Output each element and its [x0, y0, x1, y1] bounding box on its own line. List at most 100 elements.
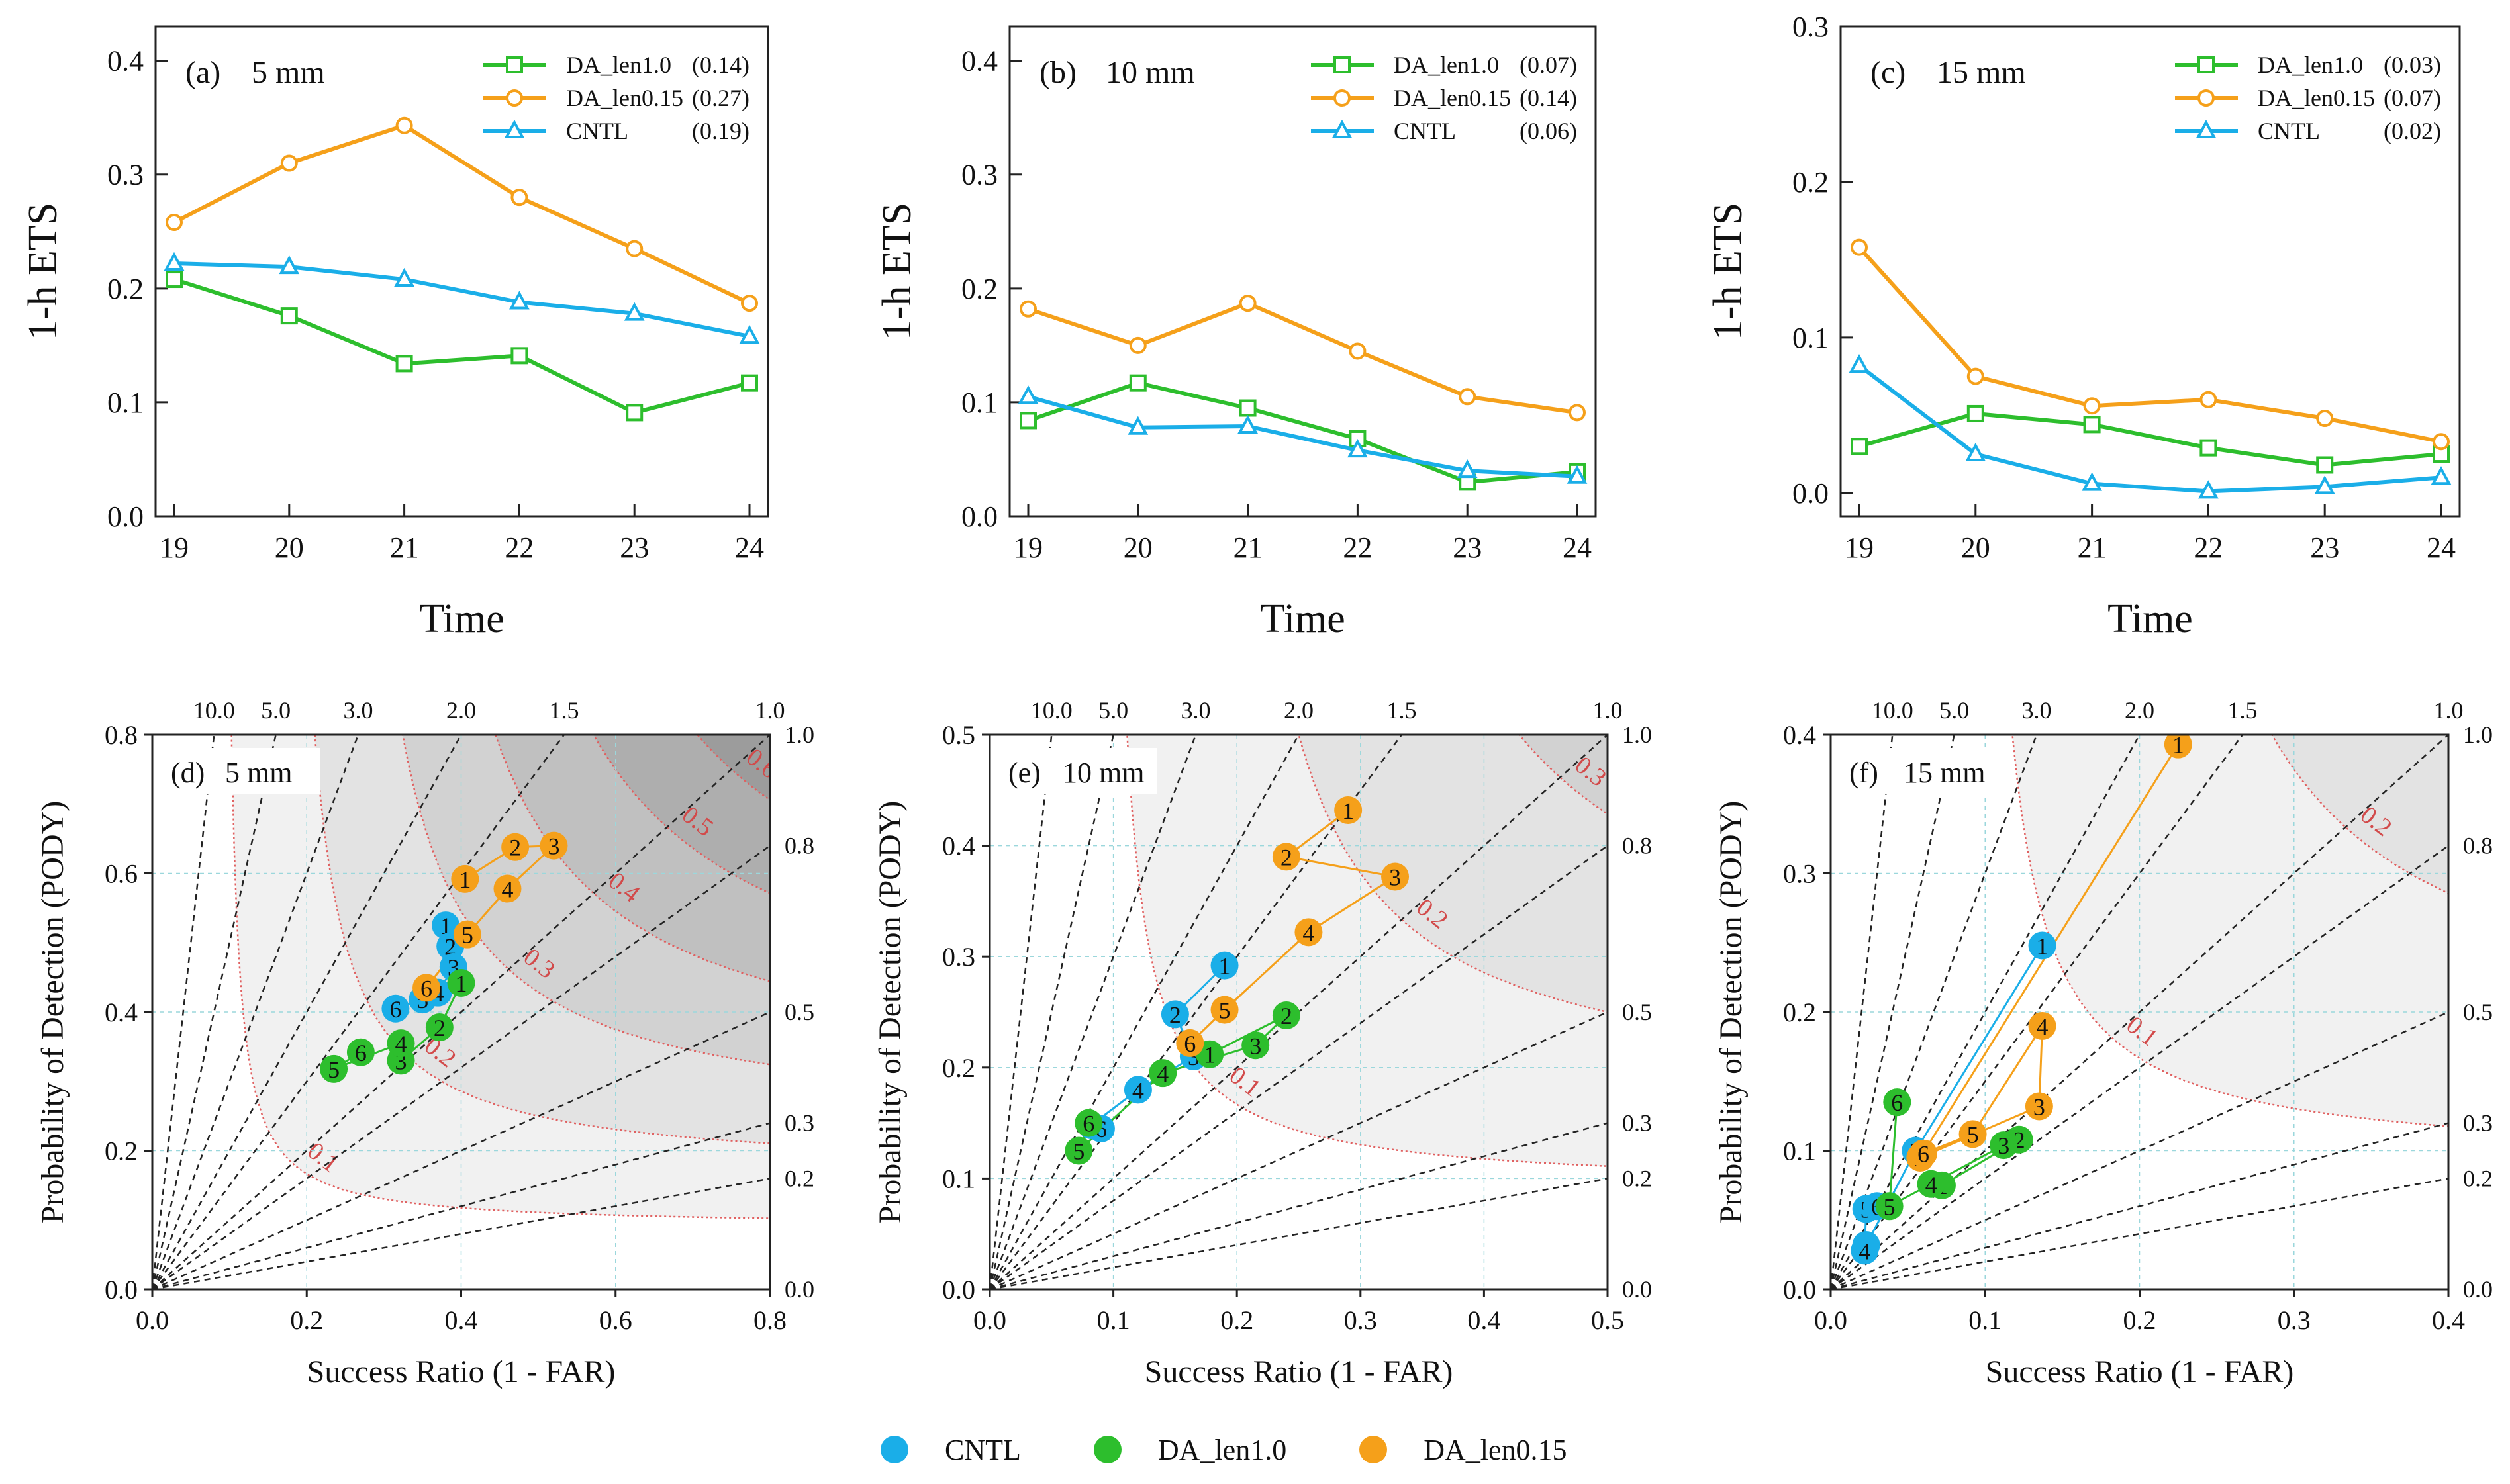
y-tick-label: 0.1	[1783, 1136, 1816, 1166]
bias-line-10	[990, 735, 1053, 1289]
legend-marker-da-len1	[1093, 1436, 1122, 1463]
data-point-square	[741, 374, 758, 392]
data-point-label: 5	[461, 922, 473, 949]
data-point-triangle	[1237, 414, 1258, 434]
data-point-label: 6	[355, 1040, 367, 1066]
y-tick-label: 0.6	[105, 859, 138, 889]
panel-title-box	[1002, 748, 1157, 794]
y-tick-label: 0.2	[105, 1136, 138, 1166]
x-axis-label: Success Ratio (1 - FAR)	[1145, 1354, 1453, 1389]
data-point-DA_len1.0	[1883, 1088, 1911, 1117]
data-point-label: 5	[1219, 997, 1231, 1024]
data-point-triangle	[2314, 475, 2335, 494]
bias-line-0.2	[990, 1178, 1608, 1289]
x-tick-label: 21	[1233, 532, 1263, 564]
data-point-circle	[2083, 397, 2101, 415]
panel-title-box	[164, 748, 320, 794]
data-point-circle	[1459, 388, 1476, 406]
data-point-label: 2	[434, 1015, 446, 1041]
x-tick-label: 0.6	[599, 1305, 632, 1335]
bias-top-label: 10.0	[193, 697, 235, 723]
data-point-triangle	[279, 255, 300, 275]
bias-top-label: 3.0	[344, 697, 373, 723]
bias-line-0.5	[1831, 1011, 2448, 1289]
line-panel-0: 0.0 0.1 0.2 0.3 0.4 19 20 21 22 23 24 Time 1-h ETS (a…	[21, 25, 769, 641]
line-panel-1: 0.0 0.1 0.2 0.3 0.4 19 20 21 22 23 24 Time 1-h ETS (b…	[875, 25, 1597, 641]
bias-top-label: 1.5	[550, 697, 579, 723]
data-point-CNTL	[1210, 951, 1239, 980]
data-point-label: 1	[1342, 798, 1354, 824]
legend-score: (0.07)	[1520, 52, 1577, 78]
data-point-square	[1239, 399, 1257, 417]
data-point-label: 3	[2033, 1093, 2045, 1120]
legend-label: DA_len0.15	[1394, 85, 1511, 111]
panel-label: (d)	[171, 757, 205, 789]
data-point-label: 5	[328, 1056, 340, 1083]
data-point-circle	[2316, 410, 2334, 427]
data-point-DA_len0.15	[1294, 918, 1323, 947]
data-point-triangle	[739, 324, 760, 344]
y-tick-label: 0.3	[1792, 11, 1829, 43]
legend-label-cntl: CNTL	[945, 1433, 1021, 1466]
performance-panel-2: 0.10.212345612345612345610.05.03.02.01.5…	[1714, 697, 2493, 1389]
bias-right-label: 1.0	[2463, 721, 2493, 748]
bias-top-label: 1.0	[1593, 697, 1623, 723]
data-point-label: 2	[1169, 1001, 1181, 1028]
bias-line-3	[990, 735, 1197, 1289]
legend-label: DA_len0.15	[566, 85, 683, 111]
data-point-square	[2316, 456, 2334, 474]
y-tick-label: 0.3	[1783, 859, 1816, 889]
data-point-DA_len1.0	[346, 1038, 375, 1066]
panel-title: 10 mm	[1106, 55, 1195, 90]
data-point-DA_len0.15	[453, 920, 481, 949]
bias-top-label: 1.5	[1387, 697, 1417, 723]
y-tick-label: 0.3	[107, 159, 144, 191]
x-tick-label: 22	[505, 532, 534, 564]
plot-frame	[154, 25, 769, 518]
data-point-DA_len1.0	[425, 1013, 454, 1042]
data-point-circle	[1129, 336, 1147, 354]
x-tick-label: 19	[1014, 532, 1043, 564]
x-tick-label: 0.2	[290, 1305, 323, 1335]
legend-marker-circle	[2197, 89, 2215, 107]
x-axis-label: Time	[419, 596, 505, 641]
x-tick-label: 22	[1343, 532, 1372, 564]
series-line-CNTL	[1858, 363, 2442, 494]
legend-marker-triangle	[1331, 119, 1353, 138]
x-tick-label: 23	[2310, 532, 2339, 564]
legend-marker-triangle	[504, 119, 525, 138]
data-point-DA_len1.0	[320, 1054, 348, 1083]
y-tick-label: 0.1	[942, 1164, 975, 1193]
data-point-label: 3	[548, 833, 559, 860]
plot-area: 0.10.20.30.40.50.6123456123456123456	[152, 735, 770, 1289]
y-tick-label: 0.2	[107, 273, 144, 305]
legend-label: DA_len1.0	[1394, 52, 1499, 78]
bias-right-label: 0.8	[785, 833, 814, 859]
bias-right-label: 0.8	[2463, 833, 2493, 859]
bias-line-0.3	[990, 1122, 1608, 1289]
legend-score: (0.02)	[2384, 118, 2441, 144]
x-tick-label: 24	[2427, 532, 2456, 564]
data-point-square	[1966, 404, 1984, 422]
x-axis-label: Success Ratio (1 - FAR)	[1986, 1354, 2294, 1389]
data-point-square	[2083, 416, 2101, 434]
panel-label: (a)	[185, 55, 220, 90]
y-axis-label: Probability of Detection (PODY)	[1714, 801, 1749, 1224]
data-point-DA_len0.15	[1334, 796, 1363, 824]
series-line-DA_len0.15	[1028, 301, 1578, 415]
bias-line-3	[152, 735, 360, 1289]
bias-line-1	[152, 735, 770, 1289]
bias-right-label: 0.5	[1622, 999, 1652, 1025]
data-point-circle	[280, 154, 298, 172]
legend-score: (0.06)	[1520, 118, 1577, 144]
x-tick-label: 0.0	[1814, 1305, 1847, 1335]
data-point-triangle	[1965, 442, 1986, 462]
data-point-triangle	[624, 302, 645, 321]
y-axis-label: 1-h ETS	[1706, 203, 1751, 340]
bias-top-label: 5.0	[261, 697, 291, 723]
y-tick-label: 0.4	[105, 997, 138, 1027]
panel-title: 5 mm	[252, 55, 325, 90]
panel-title-box	[1843, 748, 1998, 794]
data-point-triangle	[2198, 480, 2219, 499]
